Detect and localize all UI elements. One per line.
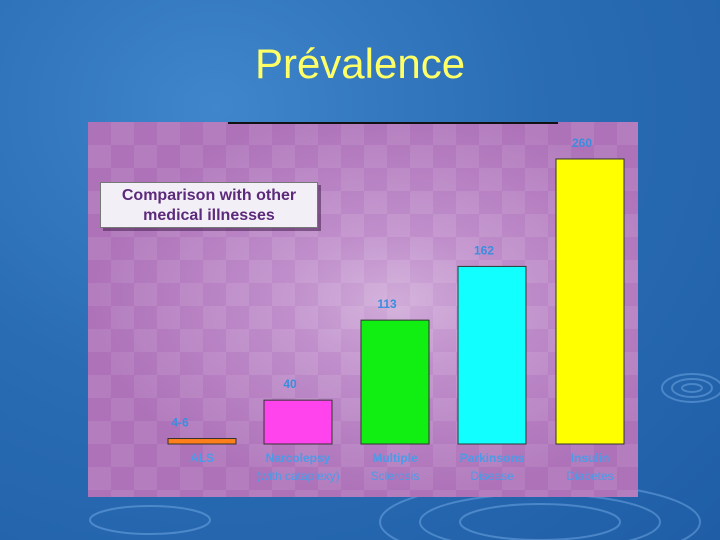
bar-chart: 4-6 ALS 40 Narcolepsy (with cataplexy) 113 Mul… [167, 136, 625, 483]
value-label: 40 [283, 377, 297, 391]
comparison-note: Comparison with other medical illnesses [100, 182, 318, 228]
value-label: 260 [572, 136, 592, 150]
category-label: ALS [190, 451, 214, 465]
note-line-2: medical illnesses [143, 207, 275, 224]
top-rule [228, 122, 558, 124]
bar-parkinsons [457, 265, 527, 445]
category-sublabel: Disease [470, 469, 514, 483]
category-label: Multiple [372, 451, 418, 465]
bar-multiple [360, 319, 430, 445]
bar-narcolepsy [263, 399, 333, 445]
note-line-1: Comparison with other [121, 187, 297, 204]
category-sublabel: Sclerosis [371, 469, 420, 483]
slide-title: Prévalence [254, 40, 466, 87]
category-label: Insulin [571, 451, 610, 465]
bar-als [167, 438, 237, 445]
category-label: Parkinsons [460, 451, 525, 465]
chart-panel: Comparison with other medical illnesses … [88, 122, 638, 497]
value-label: 4-6 [171, 416, 189, 430]
category-sublabel: Diabetes [566, 469, 613, 483]
value-label: 113 [377, 297, 397, 311]
bar-insulin [555, 158, 625, 445]
value-label: 162 [474, 243, 494, 257]
category-label: Narcolepsy [266, 451, 331, 465]
category-sublabel: (with cataplexy) [256, 469, 339, 483]
